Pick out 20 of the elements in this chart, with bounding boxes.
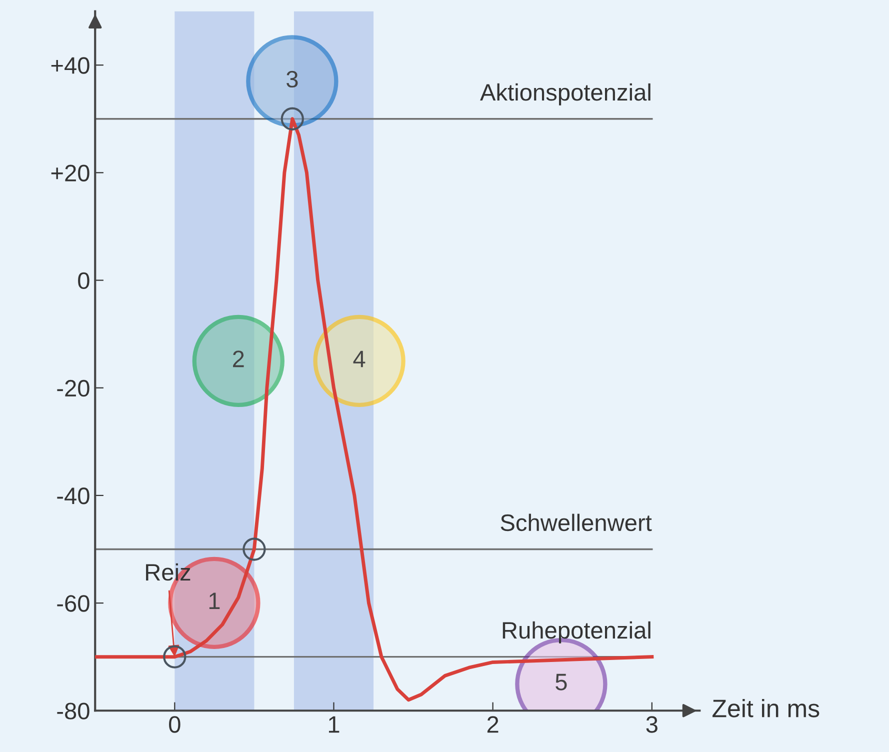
y-tick-label: +20 — [51, 164, 90, 182]
annotation: 4 — [353, 350, 366, 368]
ref-line-label: Schwellenwert — [500, 514, 652, 532]
annotation: 5 — [556, 674, 567, 690]
y-tick-label: -20 — [57, 380, 90, 397]
x-tick-label: 1 — [328, 716, 340, 733]
y-tick-label: -80 — [57, 702, 90, 720]
ref-line-label: Ruhepotenzial — [502, 621, 650, 644]
x-axis-title: Zeit in ms — [712, 698, 820, 718]
x-tick-label: 3 — [646, 716, 658, 733]
ref-line-label: Aktionspotenzial — [480, 83, 650, 106]
y-tick-label: -40 — [57, 488, 90, 504]
y-tick-label: 0 — [78, 272, 90, 290]
annotation: 2 — [233, 350, 244, 368]
x-tick-label: 2 — [487, 716, 498, 733]
annotation: 3 — [286, 70, 298, 88]
x-tick-label: 0 — [169, 716, 180, 733]
y-tick-label: -60 — [57, 595, 90, 612]
annotation: 1 — [209, 592, 220, 610]
y-tick-label: +40 — [51, 57, 90, 74]
